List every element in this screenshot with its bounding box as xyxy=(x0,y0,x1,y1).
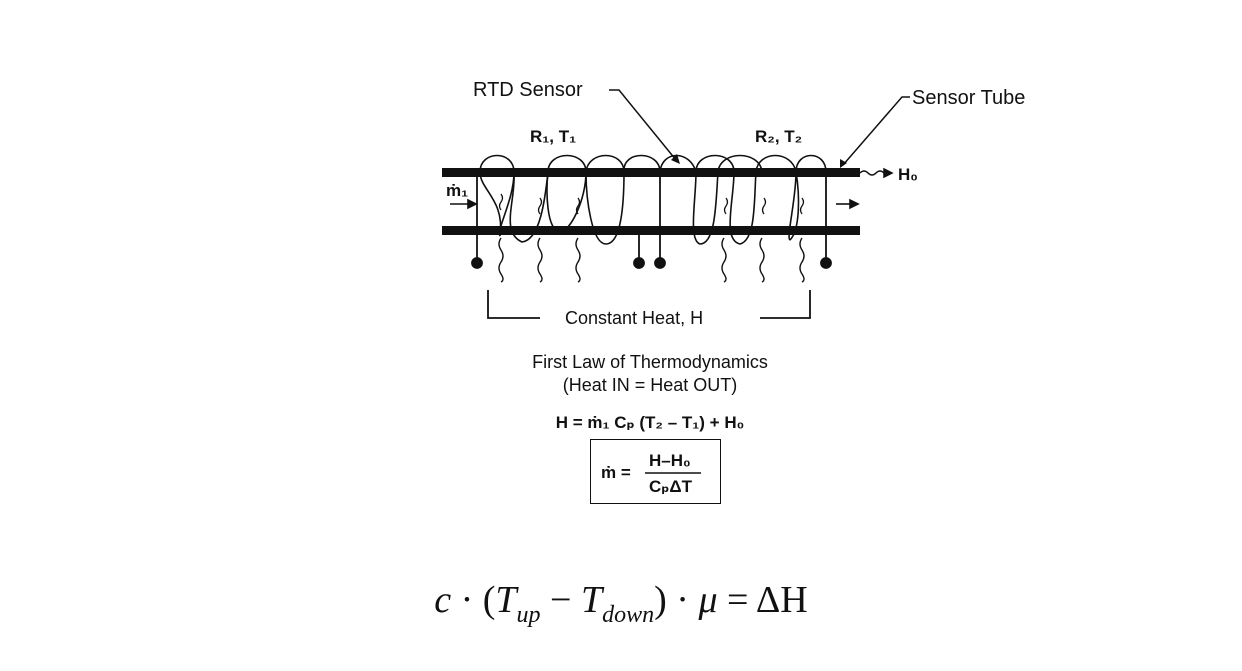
subscript-down: down xyxy=(602,602,655,628)
symbol-t-down: T xyxy=(580,579,603,621)
callout-lines xyxy=(609,89,910,166)
law-subtitle: (Heat IN = Heat OUT) xyxy=(563,375,738,395)
symbol-delta-h: ΔH xyxy=(755,579,808,621)
boxed-formula-lhs: ṁ = xyxy=(601,463,631,482)
dot-1: · xyxy=(460,579,474,621)
rtd-callout-arrowhead xyxy=(671,154,680,164)
coil-left xyxy=(479,154,661,245)
tube-bottom-wall xyxy=(442,226,860,235)
boxed-formula-numerator: H–H₀ xyxy=(649,451,691,470)
inner-heat-squiggles xyxy=(498,193,805,215)
energy-balance-formula: c · (Tup − Tdown) · μ = ΔH xyxy=(0,578,1242,629)
rtd-leads xyxy=(471,176,832,269)
equals-sign: = xyxy=(727,579,749,621)
rtd-sensor-label: RTD Sensor xyxy=(473,79,583,101)
constant-heat-bracket xyxy=(487,290,811,319)
subscript-up: up xyxy=(516,602,541,628)
flow-out-arrow xyxy=(836,198,860,210)
r1-t1-label: R₁, T₁ xyxy=(530,127,576,146)
dot-2: · xyxy=(676,579,689,621)
sensor-tube-label: Sensor Tube xyxy=(912,87,1025,109)
paren-close: ) xyxy=(654,579,667,621)
symbol-t-up: T xyxy=(495,579,517,621)
h0-label: H₀ xyxy=(898,165,918,184)
constant-heat-label: Constant Heat, H xyxy=(565,308,703,328)
law-title: First Law of Thermodynamics xyxy=(532,352,768,372)
paren-open: ( xyxy=(482,579,496,621)
symbol-mu: μ xyxy=(698,579,718,621)
tube-top-wall xyxy=(442,168,860,177)
mass-flow-formula-box: ṁ = H–H₀ CₚΔT xyxy=(590,439,721,504)
symbol-c: c xyxy=(434,579,452,621)
r2-t2-label: R₂, T₂ xyxy=(755,127,802,146)
tube-callout-arrowhead xyxy=(840,159,847,168)
m1-label: ṁ₁ xyxy=(446,181,468,200)
main-equation: H = ṁ₁ Cₚ (T₂ – T₁) + H₀ xyxy=(556,413,745,432)
minus-sign: − xyxy=(550,579,572,621)
flow-in-arrow xyxy=(450,198,478,210)
heat-loss-arrow xyxy=(859,167,894,179)
boxed-formula: ṁ = H–H₀ CₚΔT xyxy=(601,451,701,496)
heat-input-squiggles xyxy=(498,237,805,283)
coil-right xyxy=(659,154,827,245)
boxed-formula-denominator: CₚΔT xyxy=(649,477,693,496)
